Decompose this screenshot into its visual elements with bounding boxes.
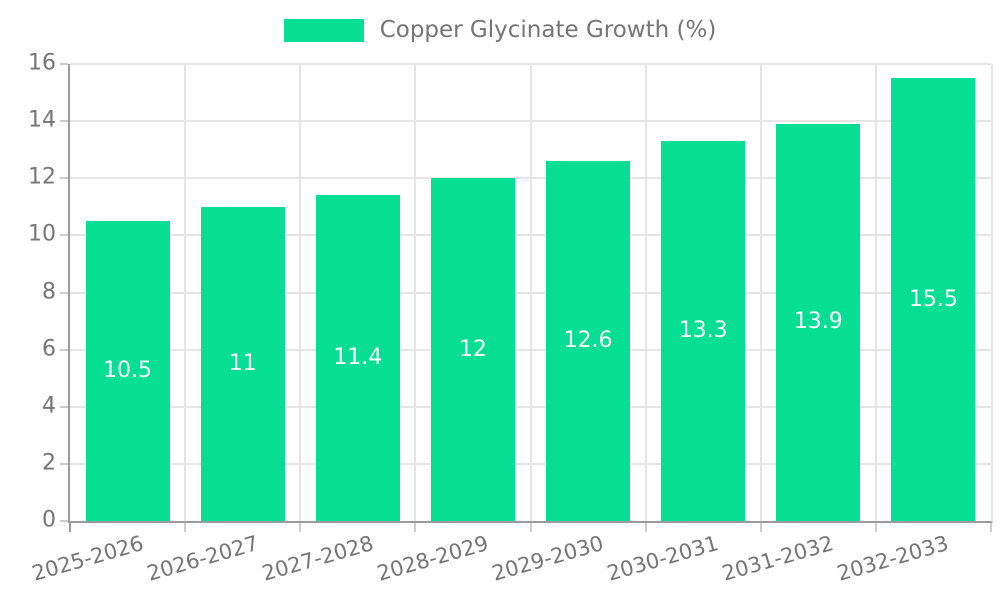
- x-axis-tick-mark: [759, 523, 762, 532]
- x-axis-tick-mark: [414, 523, 417, 532]
- bar-value-label: 13.9: [793, 309, 843, 335]
- legend-swatch: [283, 18, 364, 42]
- y-axis-tick-label: 2: [42, 450, 56, 476]
- legend[interactable]: Copper Glycinate Growth (%): [0, 17, 1000, 43]
- y-axis-tick-mark: [60, 520, 68, 522]
- bar[interactable]: 13.3: [661, 141, 746, 521]
- bar[interactable]: 15.5: [891, 78, 976, 521]
- x-axis-tick-label: 2030-2031: [604, 531, 722, 586]
- x-axis-tick-label: 2028-2029: [374, 531, 492, 586]
- y-axis-tick-mark: [60, 120, 68, 123]
- x-axis-tick-label: 2027-2028: [259, 531, 376, 586]
- bar-value-label: 11: [228, 350, 257, 376]
- bar[interactable]: 11: [200, 206, 285, 521]
- y-axis-tick-mark: [60, 234, 68, 237]
- x-axis-tick-label: 2032-2033: [834, 531, 952, 586]
- y-axis-tick-mark: [60, 405, 68, 408]
- y-axis-tick-label: 16: [28, 50, 56, 76]
- y-axis-tick-label: 12: [28, 164, 56, 190]
- gridline-vertical: [299, 64, 302, 521]
- bar-value-label: 11.4: [333, 345, 383, 371]
- y-axis-tick-mark: [60, 177, 68, 180]
- legend-label: Copper Glycinate Growth (%): [379, 17, 717, 43]
- x-axis-tick-label: 2031-2032: [719, 531, 837, 586]
- x-axis-tick-mark: [69, 523, 71, 532]
- x-axis-tick-mark: [644, 523, 647, 532]
- gridline-vertical: [874, 64, 877, 521]
- bar-value-label: 15.5: [908, 286, 958, 312]
- y-axis-tick-label: 4: [42, 393, 56, 419]
- x-axis-tick-mark: [299, 523, 302, 532]
- x-axis-tick-label: 2026-2027: [144, 531, 261, 586]
- x-axis-tick-mark: [529, 523, 532, 532]
- y-axis-tick-label: 0: [42, 507, 56, 533]
- gridline-vertical: [644, 64, 647, 521]
- y-axis-tick-mark: [60, 348, 68, 351]
- gridline-vertical: [414, 64, 417, 521]
- gridline-vertical: [184, 64, 187, 521]
- bar[interactable]: 12: [430, 178, 515, 521]
- bar-value-label: 12: [458, 336, 487, 362]
- bar-value-label: 12.6: [563, 328, 613, 354]
- gridline-vertical: [529, 64, 532, 521]
- y-axis-tick-label: 10: [28, 221, 56, 247]
- x-axis-tick-label: 2025-2026: [28, 531, 146, 586]
- y-axis-tick-mark: [60, 63, 68, 65]
- bar[interactable]: 13.9: [776, 123, 861, 521]
- y-axis-tick-mark: [60, 462, 68, 465]
- x-axis-tick-mark: [874, 523, 877, 532]
- bar-value-label: 13.3: [678, 318, 728, 344]
- bar-value-label: 10.5: [103, 358, 153, 384]
- x-axis-tick-mark: [990, 523, 992, 532]
- bar[interactable]: 10.5: [85, 221, 170, 521]
- plot-area: 10.5 11 11.4 12 12.6 13.3 13.9 15.5: [68, 63, 993, 523]
- y-axis-tick-label: 6: [42, 336, 56, 362]
- x-axis-tick-label: 2029-2030: [489, 531, 607, 586]
- bar[interactable]: 12.6: [546, 161, 631, 521]
- y-axis-tick-label: 8: [42, 279, 56, 305]
- y-axis-tick-label: 14: [28, 107, 56, 133]
- x-axis-tick-mark: [184, 523, 187, 532]
- gridline-vertical: [759, 64, 762, 521]
- bar[interactable]: 11.4: [315, 195, 400, 521]
- y-axis-tick-mark: [60, 291, 68, 294]
